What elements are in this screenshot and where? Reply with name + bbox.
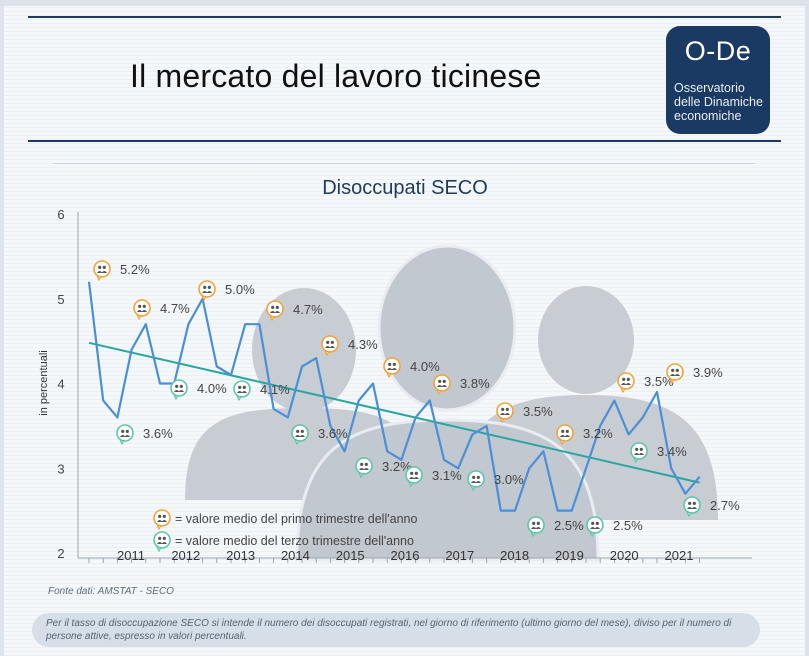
people-icon	[666, 363, 684, 385]
x-year-label: 2015	[336, 548, 365, 563]
people-icon	[383, 357, 401, 379]
people-icon	[133, 299, 151, 321]
q3-value-label: 4.0%	[197, 381, 227, 396]
q3-value-label: 3.4%	[657, 444, 687, 459]
q1-value-label: 4.0%	[410, 359, 440, 374]
q1-value-label: 3.8%	[460, 376, 490, 391]
people-icon	[153, 509, 171, 531]
y-tick-label: 5	[57, 292, 64, 307]
people-icon	[405, 466, 423, 488]
people-icon	[198, 280, 216, 302]
header-rule-bottom	[28, 140, 781, 142]
people-icon	[116, 424, 134, 446]
x-year-label: 2011	[117, 548, 145, 563]
x-year-label: 2017	[445, 548, 474, 563]
series-line	[87, 281, 701, 512]
legend-q3-label: = valore medio del terzo trimestre dell'…	[175, 534, 414, 548]
q1-value-label: 5.2%	[120, 262, 150, 277]
q3-value-label: 2.5%	[613, 518, 643, 533]
x-year-label: 2019	[555, 548, 584, 563]
q3-value-label: 2.7%	[710, 498, 740, 513]
q1-value-label: 3.5%	[523, 404, 553, 419]
people-icon	[153, 531, 171, 553]
q1-value-label: 3.2%	[583, 426, 613, 441]
data-source: Fonte dati: AMSTAT - SECO	[48, 586, 174, 597]
x-year-label: 2016	[391, 548, 420, 563]
header-rule-top	[28, 16, 781, 18]
people-icon	[527, 516, 545, 538]
people-icon	[321, 335, 339, 357]
y-tick-label: 2	[57, 546, 64, 561]
x-year-label: 2018	[500, 548, 529, 563]
q3-value-label: 3.0%	[494, 472, 524, 487]
people-icon	[467, 470, 485, 492]
page-title: Il mercato del lavoro ticinese	[130, 58, 542, 94]
people-icon	[556, 424, 574, 446]
q1-value-label: 5.0%	[225, 282, 255, 297]
q1-value-label: 4.3%	[348, 337, 378, 352]
q1-value-label: 3.9%	[693, 365, 723, 380]
q1-value-label: 4.7%	[160, 301, 190, 316]
people-icon	[433, 374, 451, 396]
y-tick-label: 3	[57, 461, 64, 476]
q1-value-label: 3.5%	[644, 374, 674, 389]
legend: = valore medio del primo trimestre dell'…	[153, 509, 417, 553]
chart-title: Disoccupati SECO	[322, 177, 488, 199]
people-icon	[170, 379, 188, 401]
x-year-label: 2020	[610, 548, 639, 563]
q3-value-label: 3.1%	[432, 468, 462, 483]
q3-value-label: 3.2%	[382, 459, 412, 474]
people-icon	[266, 300, 284, 322]
chart-top-rule	[54, 163, 754, 164]
legend-q1-label: = valore medio del primo trimestre dell'…	[175, 512, 417, 526]
people-icon	[586, 516, 604, 538]
y-tick-label: 4	[57, 377, 64, 392]
people-icon	[496, 402, 514, 424]
y-tick-label: 6	[57, 207, 64, 222]
q3-value-label: 4.1%	[260, 382, 290, 397]
o-de-logo: O-De Osservatorio delle Dinamiche econom…	[666, 26, 770, 134]
people-icon	[233, 380, 251, 402]
people-icon	[683, 496, 701, 518]
people-icon	[355, 457, 373, 479]
x-year-label: 2013	[226, 548, 255, 563]
logo-title: O-De	[684, 36, 752, 66]
x-year-label: 2021	[665, 548, 694, 563]
people-icon	[291, 424, 309, 446]
definition-note: Per il tasso di disoccupazione SECO si i…	[32, 613, 760, 647]
q1-value-label: 4.7%	[293, 302, 323, 317]
q3-value-label: 3.6%	[143, 426, 173, 441]
people-icon	[617, 372, 635, 394]
q3-value-label: 3.6%	[318, 426, 348, 441]
logo-subtitle: Osservatorio delle Dinamiche economiche	[674, 81, 763, 123]
x-year-label: 2012	[171, 548, 200, 563]
q3-value-label: 2.5%	[554, 518, 584, 533]
people-icon	[630, 442, 648, 464]
trend-line	[88, 341, 700, 484]
x-year-label: 2014	[281, 548, 310, 563]
y-axis-label: in percentuali	[38, 350, 50, 415]
people-icon	[93, 260, 111, 282]
